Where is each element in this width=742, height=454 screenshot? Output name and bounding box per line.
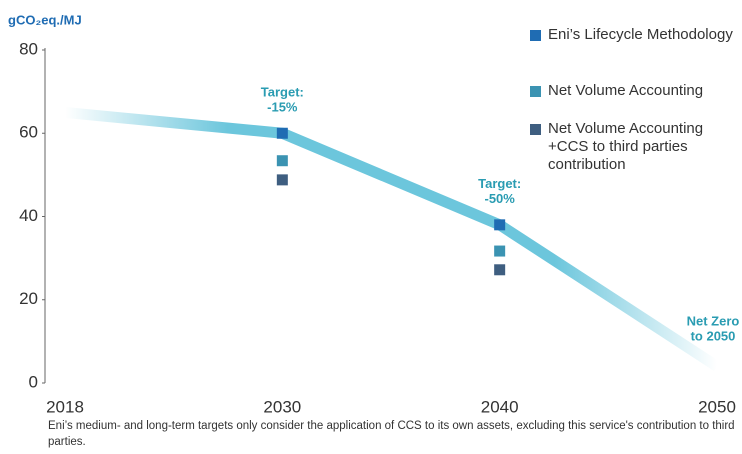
marker [494, 219, 506, 231]
y-tick-label: 60 [19, 123, 38, 142]
trend-band [64, 106, 721, 371]
annotation: Target: -50% [478, 176, 521, 206]
y-tick-label: 80 [19, 39, 38, 58]
annotation-line: -15% [267, 100, 298, 115]
marker [494, 264, 506, 276]
legend-swatch [530, 30, 541, 41]
annotation: Target: -15% [261, 85, 304, 115]
legend-item: Net Volume Accounting +CCS to third part… [530, 120, 742, 174]
annotation-line: Net Zero [687, 314, 740, 329]
legend-swatch [530, 86, 541, 97]
annotation-line: to 2050 [691, 329, 736, 344]
x-tick-label: 2040 [481, 397, 519, 416]
y-tick-label: 0 [29, 372, 38, 391]
legend-swatch [530, 124, 541, 135]
annotation-line: Target: [261, 85, 304, 100]
legend-label: Eni’s Lifecycle Methodology [548, 26, 733, 43]
x-tick-label: 2030 [263, 397, 301, 416]
y-axis-label: gCO₂eq./MJ [8, 12, 82, 27]
marker [276, 174, 288, 186]
y-tick-label: 40 [19, 206, 38, 225]
marker [276, 155, 288, 167]
annotation-line: Target: [478, 176, 521, 191]
marker [276, 127, 288, 139]
y-tick-label: 20 [19, 289, 38, 308]
x-tick-label: 2018 [46, 397, 84, 416]
x-tick-label: 2050 [698, 397, 736, 416]
legend-item: Eni’s Lifecycle Methodology [530, 26, 742, 44]
annotation: Net Zero to 2050 [687, 314, 740, 344]
annotation-line: -50% [484, 191, 515, 206]
footnote: Eni’s medium- and long-term targets only… [48, 420, 735, 448]
marker [494, 245, 506, 257]
legend-label: Net Volume Accounting [548, 82, 704, 99]
legend-label: Net Volume Accounting +CCS to third part… [548, 120, 704, 173]
legend-item: Net Volume Accounting [530, 82, 742, 100]
